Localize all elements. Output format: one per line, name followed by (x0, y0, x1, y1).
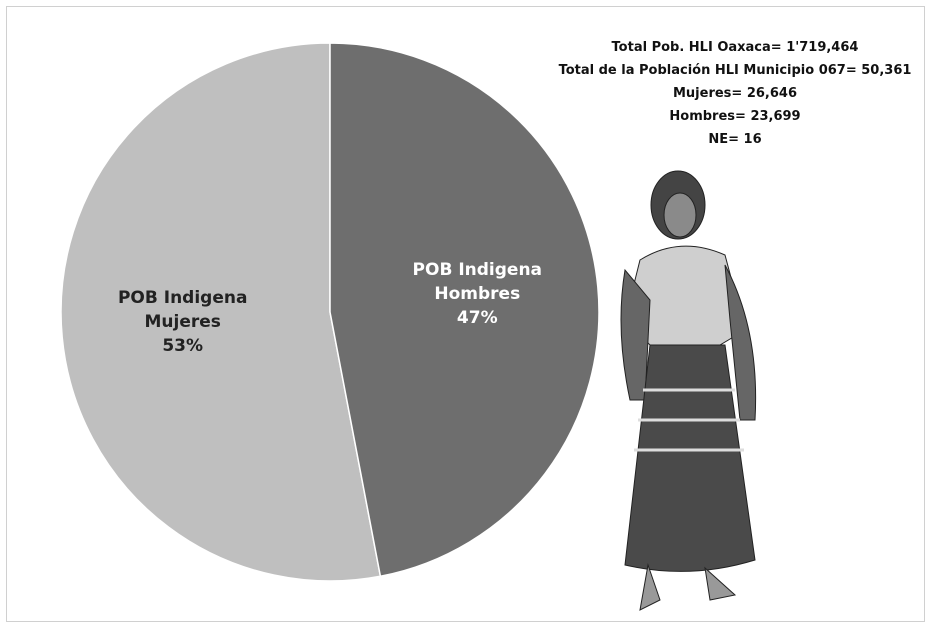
slice-label: POB Indigena Hombres 47% (392, 258, 562, 330)
arm (620, 268, 651, 401)
pie-slice (329, 42, 600, 578)
face (663, 192, 697, 238)
slice-label: POB Indigena Mujeres 53% (98, 286, 268, 358)
value-label: 53% (162, 335, 204, 356)
pie-slice (60, 42, 382, 582)
annotation: Total de la Población HLI Municipio 067=… (558, 63, 912, 78)
value-label: 47% (456, 308, 498, 329)
annotation: Total Pob. HLI Oaxaca= 1'719,464 (611, 40, 859, 55)
frame (6, 6, 925, 622)
skirt (624, 344, 756, 572)
arm (724, 264, 757, 421)
annotation: Hombres= 23,699 (669, 109, 801, 124)
annotation: NE= 16 (708, 132, 762, 147)
skirt-stripes (634, 388, 744, 452)
annotation: Mujeres= 26,646 (672, 86, 797, 101)
illustration (620, 170, 757, 611)
feet (639, 563, 737, 611)
category-label: POB Indigena Hombres (412, 260, 543, 305)
category-label: POB Indigena Mujeres (117, 287, 248, 332)
